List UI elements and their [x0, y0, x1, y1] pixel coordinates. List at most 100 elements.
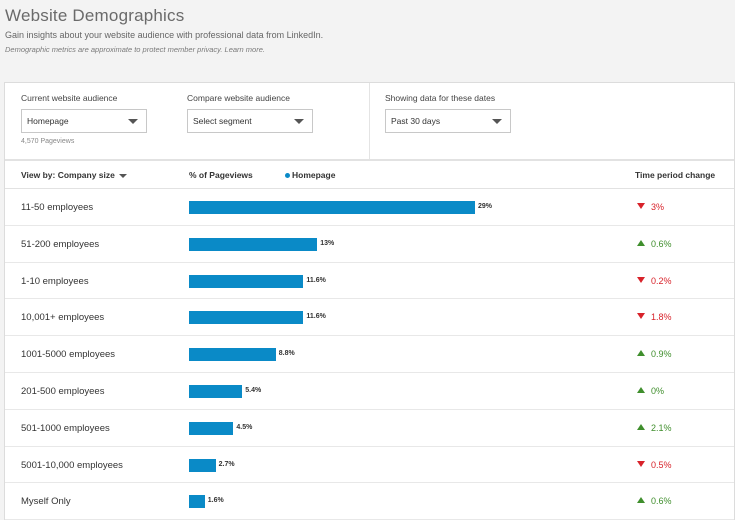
- time-period-change: 0.2%: [637, 276, 672, 286]
- bar-value-label: 29%: [478, 203, 493, 210]
- data-rows: 11-50 employees 29% 3% 51-200 employees 13% 0…: [5, 189, 734, 520]
- change-value: 3%: [651, 202, 665, 212]
- table-header: View by: Company size % of Pageviews Hom…: [5, 161, 734, 189]
- bar-value-label: 5.4%: [245, 386, 262, 394]
- row-label: 1001-5000 employees: [21, 349, 116, 361]
- table-row: 11-50 employees 29% 3%: [5, 189, 734, 226]
- bar-container: 4.5%: [189, 421, 609, 435]
- pageviews-bar: [189, 201, 475, 214]
- change-value: 0%: [651, 385, 665, 396]
- caret-down-icon: [118, 173, 127, 178]
- date-range-label: Showing data for these dates: [385, 93, 496, 103]
- pageviews-bar: [189, 495, 205, 509]
- change-column-header: Time period change: [635, 170, 716, 180]
- compare-audience-label: Compare website audience: [187, 93, 291, 103]
- row-label: 11-50 employees: [21, 202, 94, 213]
- bar-value-label: 4.5%: [236, 423, 253, 431]
- compare-audience-value: Select segment: [193, 116, 252, 126]
- table-row: 51-200 employees 13% 0.6%: [5, 226, 734, 263]
- time-period-change: 3%: [637, 202, 664, 212]
- triangle-up-icon: [637, 386, 645, 393]
- table-row: 1-10 employees 11.6% 0.2%: [5, 263, 734, 300]
- pageviews-bar: [189, 237, 318, 251]
- current-audience-dropdown[interactable]: Homepage: [21, 109, 147, 133]
- bar-container: 5.4%: [189, 384, 609, 398]
- page-header: Website Demographics Gain insights about…: [5, 6, 730, 54]
- table-row: 10,001+ employees 11.6% 1.8%: [5, 299, 734, 337]
- bar-container: 13%: [189, 237, 609, 251]
- row-label: Myself Only: [21, 496, 71, 508]
- table-row: 5001-10,000 employees 2.7% 0.5%: [5, 447, 734, 484]
- time-period-change: 0.5%: [637, 460, 672, 470]
- pageviews-column-header: % of Pageviews: [189, 170, 253, 180]
- bar-value-label: 2.7%: [218, 460, 235, 468]
- change-value: 2.1%: [651, 422, 672, 433]
- time-period-change: 0.6%: [637, 239, 672, 249]
- bar-container: 11.6%: [189, 274, 609, 288]
- pageviews-bar: [189, 311, 304, 325]
- table-row: 1001-5000 employees 8.8% 0.9%: [5, 336, 734, 373]
- table-row: 501-1000 employees 4.5% 2.1%: [5, 410, 734, 447]
- current-audience-filter: Current website audience Homepage 4,570 …: [21, 93, 147, 145]
- filters-panel: Current website audience Homepage 4,570 …: [5, 83, 734, 161]
- pageviews-bar: [189, 384, 243, 398]
- current-audience-value: Homepage: [27, 116, 69, 126]
- legend: Homepage: [285, 170, 335, 180]
- page-title: Website Demographics: [5, 6, 185, 25]
- change-value: 0.2%: [651, 275, 672, 286]
- view-by-selector[interactable]: View by: Company size: [21, 170, 127, 180]
- change-value: 0.9%: [651, 349, 672, 360]
- time-period-change: 0.9%: [637, 349, 672, 359]
- change-value: 0.6%: [651, 238, 672, 249]
- time-period-change: 0%: [637, 386, 664, 396]
- change-value: 0.6%: [651, 496, 672, 507]
- filter-divider: [369, 83, 370, 159]
- page-subtitle: Gain insights about your website audienc…: [5, 30, 324, 40]
- view-by-value: Company size: [57, 170, 115, 180]
- triangle-down-icon: [637, 313, 645, 320]
- current-audience-label: Current website audience: [21, 93, 118, 103]
- triangle-up-icon: [637, 350, 645, 357]
- view-by-label: View by:: [21, 170, 56, 180]
- legend-dot-icon: [285, 173, 290, 179]
- date-range-filter: Showing data for these dates Past 30 day…: [385, 93, 511, 133]
- triangle-up-icon: [637, 497, 645, 504]
- bar-container: 11.6%: [189, 311, 609, 325]
- privacy-note[interactable]: Demographic metrics are approximate to p…: [5, 45, 265, 54]
- compare-audience-dropdown[interactable]: Select segment: [187, 109, 313, 133]
- bar-container: 29%: [189, 201, 609, 214]
- row-label: 5001-10,000 employees: [21, 459, 123, 471]
- legend-label: Homepage: [292, 170, 336, 180]
- bar-value-label: 8.8%: [278, 350, 295, 358]
- change-value: 0.5%: [651, 459, 672, 470]
- pageviews-bar: [189, 348, 276, 362]
- bar-value-label: 11.6%: [306, 276, 326, 284]
- time-period-change: 0.6%: [637, 496, 672, 506]
- triangle-down-icon: [637, 276, 645, 283]
- table-row: Myself Only 1.6% 0.6%: [5, 483, 734, 520]
- compare-audience-filter: Compare website audience Select segment: [187, 93, 313, 133]
- date-range-value: Past 30 days: [391, 116, 441, 126]
- bar-container: 8.8%: [189, 348, 609, 362]
- caret-down-icon: [294, 119, 304, 124]
- row-label: 501-1000 employees: [21, 422, 110, 434]
- bar-value-label: 1.6%: [207, 497, 224, 505]
- row-label: 51-200 employees: [21, 238, 100, 250]
- triangle-up-icon: [637, 423, 645, 430]
- date-range-dropdown[interactable]: Past 30 days: [385, 109, 511, 133]
- pageviews-bar: [189, 274, 304, 288]
- row-label: 201-500 employees: [21, 385, 105, 397]
- change-value: 1.8%: [651, 312, 672, 323]
- time-period-change: 1.8%: [637, 312, 672, 322]
- triangle-up-icon: [637, 239, 645, 246]
- caret-down-icon: [492, 119, 502, 124]
- table-row: 201-500 employees 5.4% 0%: [5, 373, 734, 410]
- bar-container: 2.7%: [189, 458, 609, 472]
- row-label: 10,001+ employees: [21, 312, 105, 324]
- triangle-down-icon: [637, 203, 645, 209]
- bar-container: 1.6%: [189, 495, 609, 509]
- caret-down-icon: [128, 119, 138, 124]
- triangle-down-icon: [637, 460, 645, 467]
- demographics-card: Current website audience Homepage 4,570 …: [4, 82, 735, 520]
- time-period-change: 2.1%: [637, 423, 672, 433]
